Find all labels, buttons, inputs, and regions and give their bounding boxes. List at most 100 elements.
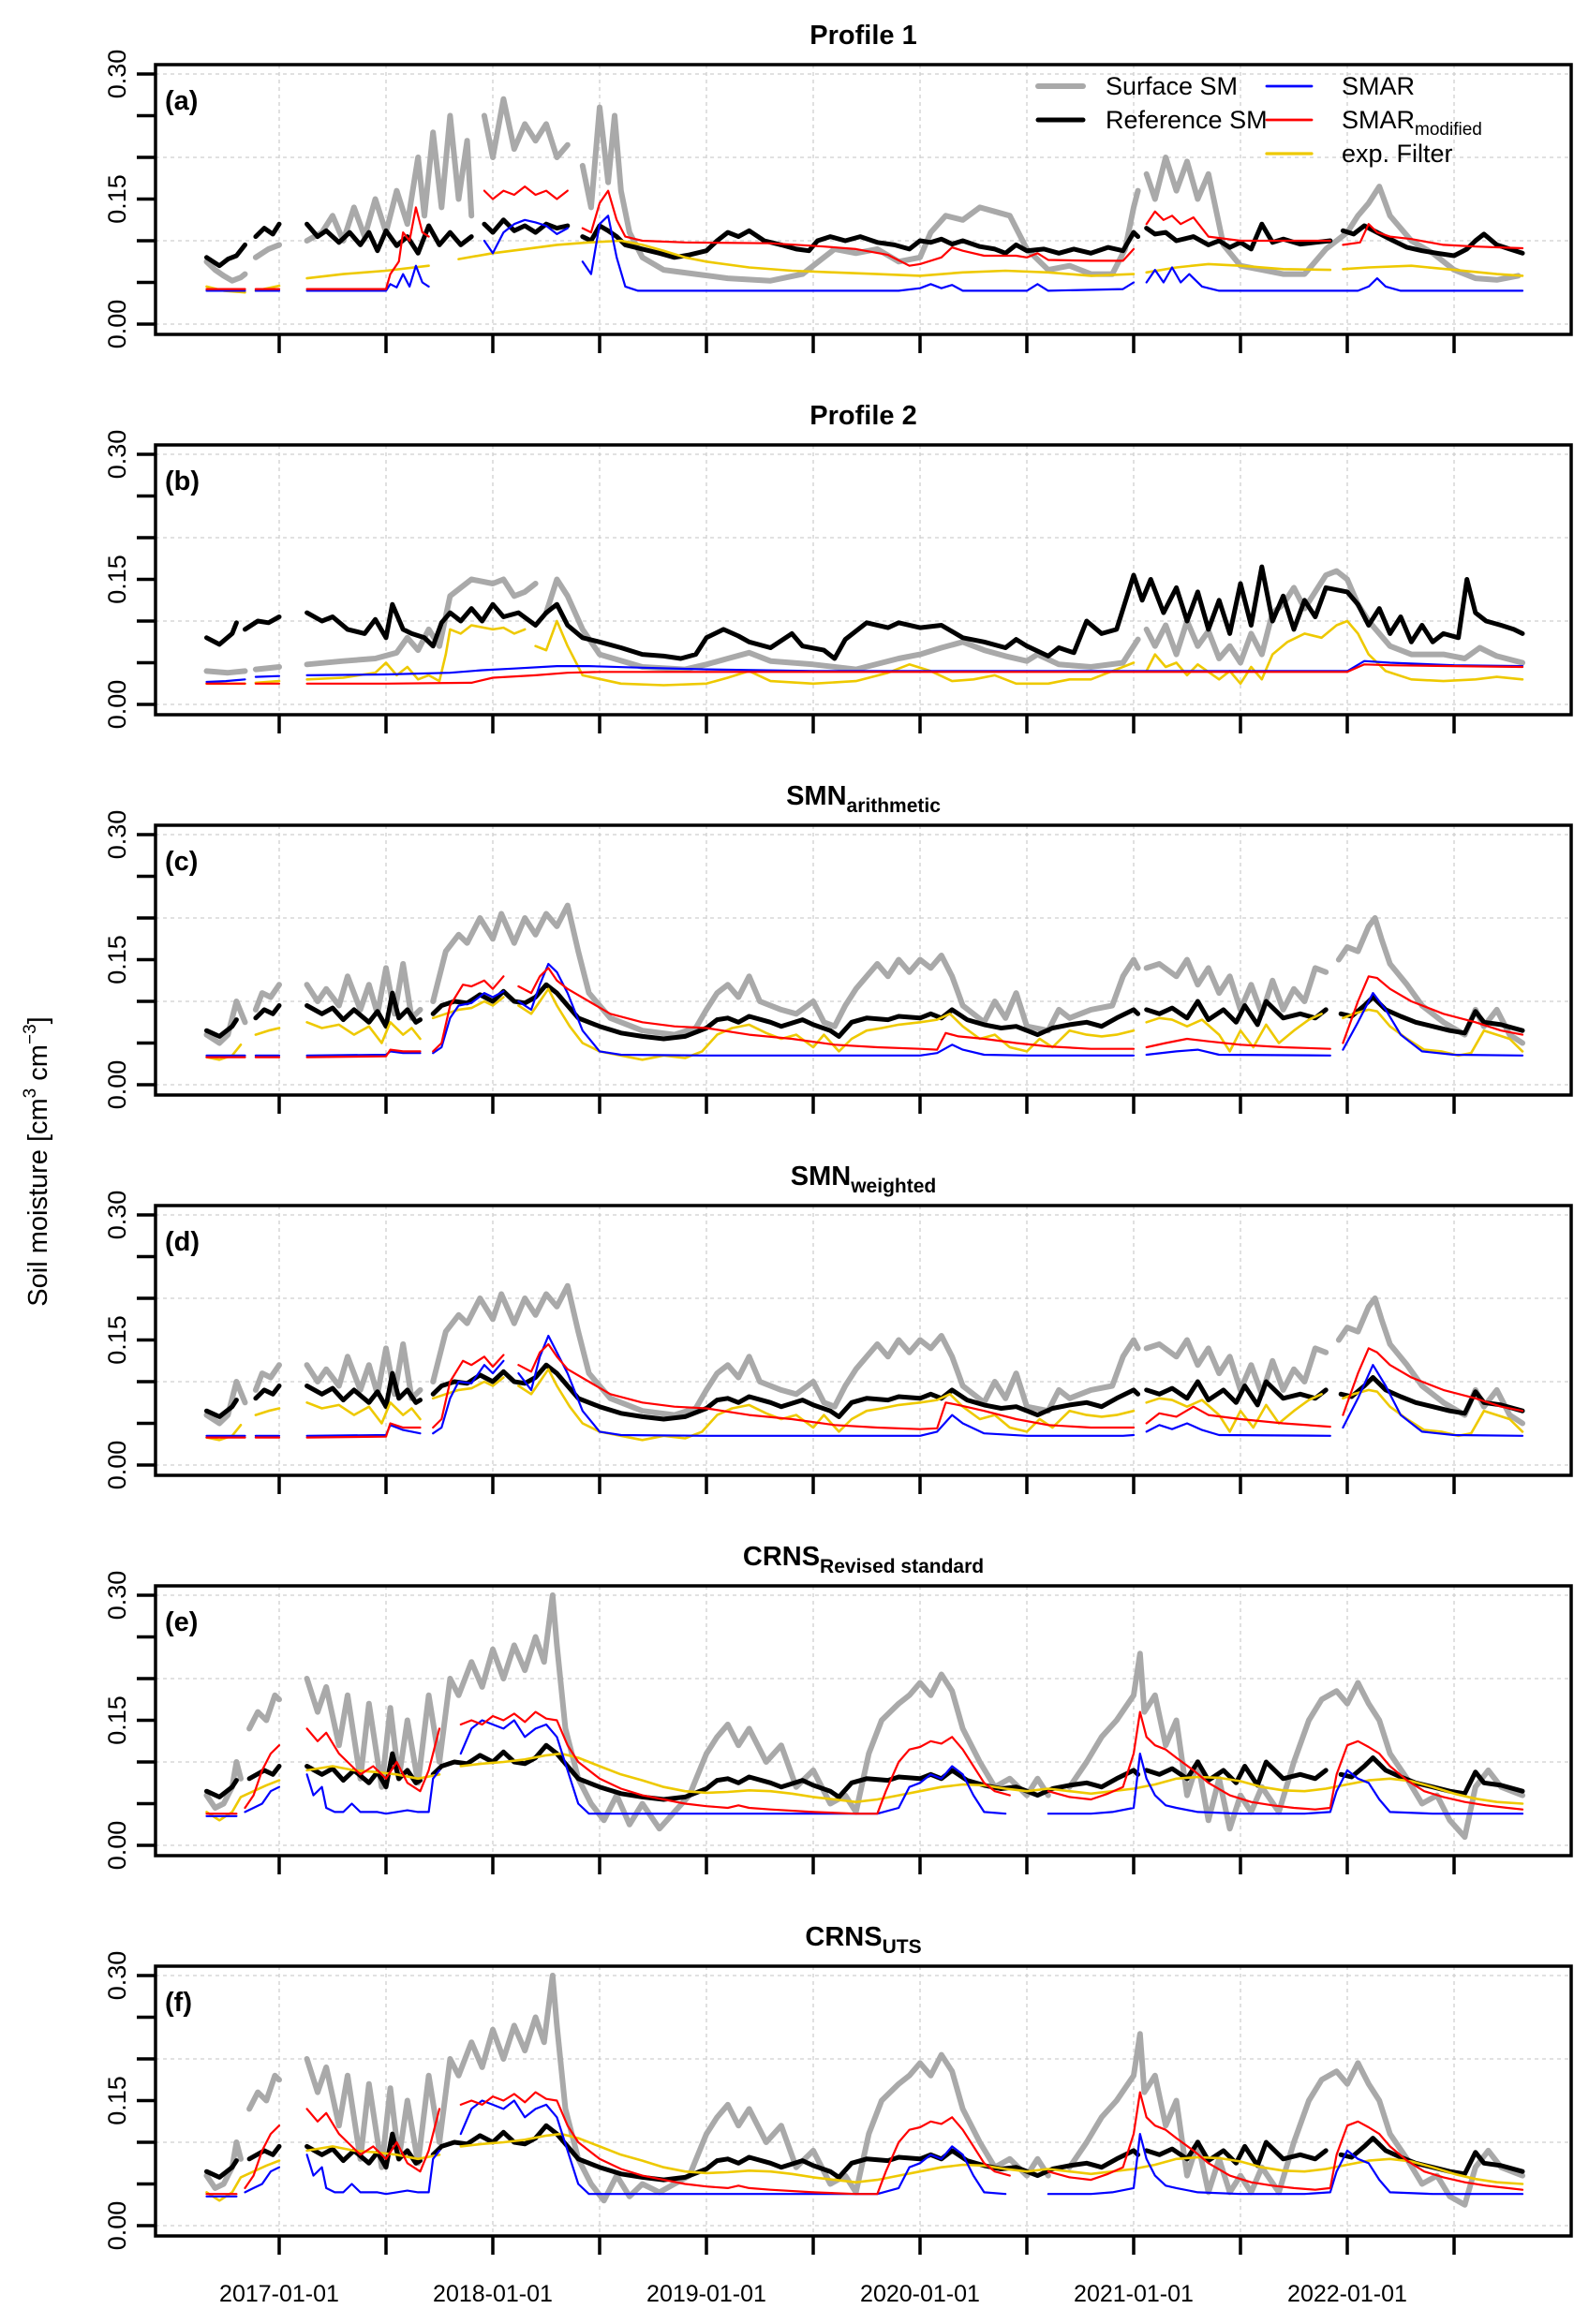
- series-line-smar: [1047, 1752, 1524, 1815]
- series-line-smar: [205, 678, 246, 684]
- series-line-surface: [1143, 956, 1329, 1017]
- y-tick-label: 0.00: [103, 300, 131, 349]
- series-line-expfilter: [254, 1407, 281, 1416]
- series-line-surface: [203, 259, 248, 284]
- series-line-reference: [482, 217, 571, 235]
- series-line-smar-mod: [483, 185, 569, 200]
- panel-title: SMNarithmetic: [786, 781, 941, 817]
- panel-title-main: SMN: [786, 781, 846, 811]
- series-line-surface: [203, 999, 248, 1046]
- panel-c: SMNarithmetic 0.00 0.15 0.30 (c): [103, 781, 1573, 1114]
- series-line-smar-mod: [432, 975, 505, 1053]
- series-line-smar-mod: [517, 1342, 1136, 1430]
- series-line-surface: [203, 2139, 244, 2191]
- series-line-reference: [243, 614, 282, 632]
- series-line-smar-mod: [1342, 223, 1524, 250]
- panel-title-main: CRNS: [743, 1542, 820, 1572]
- legend-item-expfilter: exp. Filter: [1265, 140, 1453, 168]
- series-line-reference: [204, 1778, 239, 1799]
- series-line-reference: [430, 982, 1141, 1042]
- x-tick-label: 2021-01-01: [1074, 2281, 1194, 2307]
- series-line-expfilter: [534, 619, 1136, 687]
- series-line-reference: [1144, 1759, 1329, 1788]
- series-line-smar-mod: [1047, 2091, 1524, 2191]
- panel-title-main: Profile 1: [809, 21, 916, 51]
- series-line-reference: [1338, 995, 1525, 1036]
- series-line-surface: [203, 1759, 244, 1811]
- series-line-smar-mod: [1145, 1037, 1331, 1050]
- series-line-smar-mod: [244, 2124, 281, 2189]
- series-line-expfilter: [1342, 1008, 1524, 1058]
- series-line-surface: [304, 1341, 423, 1401]
- panel-b: Profile 2 0.00 0.15 0.30 (b): [103, 401, 1573, 733]
- series-line-expfilter: [517, 987, 1136, 1061]
- series-line-expfilter: [254, 1027, 281, 1036]
- panel-label: (e): [165, 1607, 198, 1637]
- series-line-reference: [1144, 221, 1333, 252]
- legend-item-smar: SMAR: [1265, 72, 1415, 100]
- y-tick-label: 0.30: [103, 1951, 131, 2001]
- series-line-expfilter: [254, 679, 281, 685]
- series-line-smar-mod: [244, 1744, 281, 1810]
- series-line-reference: [1144, 2139, 1329, 2169]
- series-line-smar: [244, 1785, 281, 1813]
- series-line-expfilter: [517, 1368, 1136, 1442]
- panel-label: (c): [165, 847, 198, 877]
- series-line-smar: [459, 2099, 1007, 2196]
- series-line-expfilter: [305, 264, 430, 280]
- panel-title: Profile 1: [809, 21, 916, 51]
- legend-label: SMARmodified: [1342, 106, 1482, 140]
- series-line-smar: [483, 218, 569, 255]
- y-tick-label: 0.30: [103, 810, 131, 860]
- series-line-reference: [253, 221, 282, 240]
- y-tick-label: 0.15: [103, 1315, 131, 1365]
- series-line-smar: [517, 962, 1136, 1057]
- series-line-reference: [304, 1370, 423, 1410]
- series-line-expfilter: [1145, 1393, 1323, 1433]
- series-line-surface: [579, 104, 1141, 284]
- panel-title: SMNweighted: [791, 1162, 936, 1197]
- series-line-surface: [252, 664, 282, 673]
- series-line-reference: [1144, 1379, 1329, 1408]
- series-line-surface: [252, 242, 282, 260]
- series-line-surface: [430, 1282, 1141, 1418]
- panel-d: SMNweighted 0.00 0.15 0.30 (d): [103, 1162, 1573, 1494]
- series-line-smar: [1145, 266, 1524, 292]
- legend-label: exp. Filter: [1342, 140, 1453, 168]
- series-line-surface: [1143, 1337, 1329, 1398]
- series-line-smar-mod: [459, 1710, 1011, 1815]
- series-line-reference: [253, 1003, 282, 1021]
- series-line-reference: [246, 1764, 282, 1782]
- panel-label: (f): [165, 1988, 192, 2018]
- panel-label: (b): [165, 466, 200, 496]
- series-line-surface: [543, 576, 1141, 673]
- series-line-smar-mod: [305, 663, 1524, 685]
- series-line-smar: [254, 674, 281, 678]
- series-line-surface: [203, 1379, 248, 1427]
- series-line-surface: [246, 1692, 282, 1732]
- x-tick-label: 2017-01-01: [219, 2281, 339, 2307]
- series-line-expfilter: [1342, 264, 1524, 277]
- y-tick-label: 0.00: [103, 2201, 131, 2251]
- series-line-smar: [244, 2166, 281, 2194]
- series-line-expfilter: [305, 2145, 441, 2161]
- y-tick-label: 0.15: [103, 1695, 131, 1745]
- y-tick-label: 0.30: [103, 1571, 131, 1621]
- legend-item-surface: Surface SM: [1035, 72, 1238, 100]
- series-line-expfilter: [305, 624, 527, 683]
- series-line-reference: [246, 2143, 282, 2162]
- series-line-reference: [1144, 999, 1329, 1028]
- legend: Surface SM Reference SM SMAR SMARmodifiedex…: [1035, 72, 1482, 168]
- y-tick-label: 0.00: [103, 1441, 131, 1490]
- series-line-surface: [1143, 155, 1522, 283]
- x-tick-label: 2022-01-01: [1287, 2281, 1407, 2307]
- panel-title-subscript: weighted: [850, 1176, 936, 1197]
- y-tick-label: 0.00: [103, 680, 131, 730]
- series-line-smar-mod: [1047, 1710, 1524, 1811]
- series-line-reference: [204, 1398, 239, 1419]
- series-line-smar-mod: [1342, 975, 1524, 1044]
- series-line-smar: [305, 659, 1524, 677]
- series-line-smar: [305, 264, 430, 292]
- y-axis-label: Soil moisture [cm3 cm−3]: [21, 1016, 53, 1306]
- series-line-reference: [253, 1384, 282, 1401]
